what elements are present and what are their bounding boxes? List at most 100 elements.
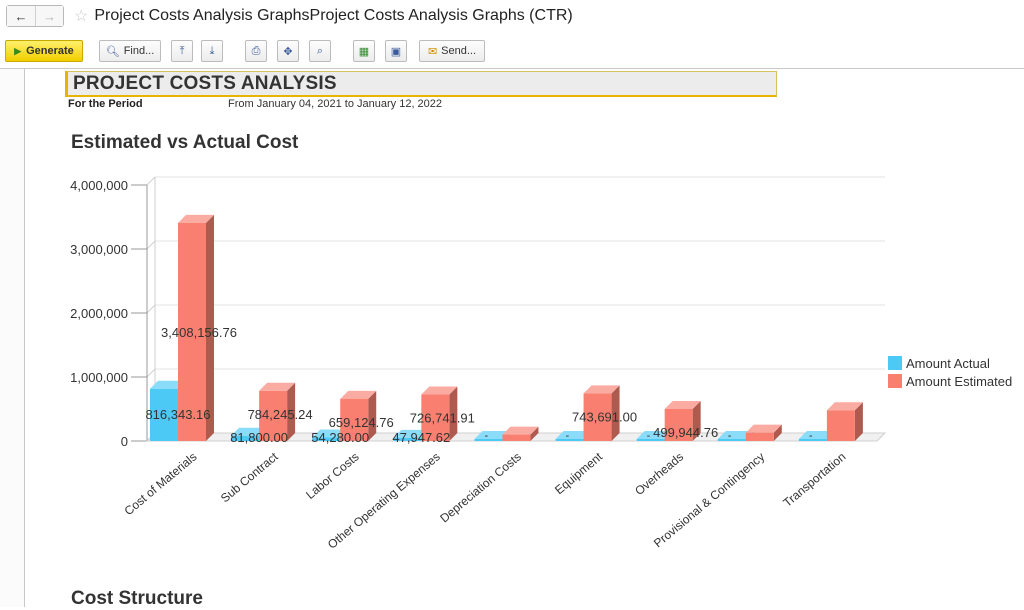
data-label-actual: 816,343.16	[145, 407, 210, 422]
bar-estimated	[421, 394, 450, 441]
gridline-side	[146, 304, 156, 314]
data-label-zero: -	[484, 430, 488, 442]
last-page-icon: ⤓	[209, 44, 215, 57]
back-button[interactable]: ←	[7, 6, 35, 26]
bar-actual	[717, 439, 746, 441]
x-tick-label: Equipment	[552, 449, 605, 497]
floppy-disk-icon: ▣	[390, 45, 402, 58]
first-page-icon: ⤒	[179, 44, 185, 57]
bar-estimated-top	[664, 401, 701, 410]
bar-actual	[555, 439, 584, 441]
y-tick-label: 0	[121, 434, 128, 449]
data-label-zero: -	[728, 430, 732, 442]
printer-icon: ⎙	[251, 44, 261, 57]
bar-estimated-top	[583, 385, 620, 394]
period-value: From January 04, 2021 to January 12, 202…	[228, 98, 443, 110]
bar-actual-top	[636, 431, 673, 439]
bar-actual-top	[393, 429, 430, 438]
save-button[interactable]: ▣	[385, 40, 407, 62]
x-tick-label: Transportation	[780, 450, 848, 510]
x-tick-label: Cost of Materials	[122, 450, 200, 519]
title-bar: ← → ☆ Project Costs Analysis GraphsProje…	[0, 0, 1024, 32]
zoom-button[interactable]: ⌕	[309, 40, 331, 62]
bar-actual	[474, 439, 503, 441]
bar-estimated-side	[206, 214, 214, 441]
bar-estimated-side	[611, 385, 620, 441]
fit-button[interactable]: ✥	[277, 40, 299, 62]
print-button[interactable]: ⎙	[245, 40, 267, 62]
send-button[interactable]: ✉ Send...	[419, 40, 485, 62]
data-label-actual: 47,947.62	[392, 430, 450, 445]
bar-actual-top	[231, 427, 268, 436]
favorite-star-icon[interactable]: ☆	[74, 8, 89, 25]
period-label: For the Period	[68, 98, 143, 110]
legend-label-actual: Amount Actual	[906, 355, 990, 371]
bar-estimated-top	[745, 424, 782, 433]
report-title-box: PROJECT COSTS ANALYSIS	[65, 71, 777, 97]
data-label-estimated: 784,245.24	[248, 407, 313, 422]
y-tick-label: 2,000,000	[70, 306, 128, 321]
bar-actual-top	[555, 431, 592, 439]
bar-estimated-top	[340, 390, 377, 399]
gridline-side	[146, 176, 156, 186]
legend-item-actual: Amount Actual	[888, 354, 1012, 372]
data-label-actual: 54,280.00	[311, 430, 369, 445]
first-page-button[interactable]: ⤒	[171, 40, 193, 62]
bar-estimated-side	[773, 424, 782, 441]
toolbar: ▶ Generate 🔍︎ Find... ⤒ ⤓ ⎙ ✥ ⌕ ▦ ▣ ✉ Se…	[0, 38, 1024, 64]
y-tick-label: 3,000,000	[70, 242, 128, 257]
window-title: Project Costs Analysis GraphsProject Cos…	[94, 7, 573, 24]
bar-actual	[231, 435, 260, 441]
generate-button[interactable]: ▶ Generate	[5, 40, 83, 62]
x-tick-label: Overheads	[632, 450, 686, 498]
bar-estimated	[583, 393, 612, 441]
last-page-button[interactable]: ⤓	[201, 40, 223, 62]
x-tick-label: Labor Costs	[303, 450, 362, 502]
bar-estimated	[502, 434, 531, 441]
bar-estimated	[340, 398, 369, 441]
y-tick-label: 4,000,000	[70, 178, 128, 193]
y-tick-label: 1,000,000	[70, 370, 128, 385]
bar-estimated	[745, 432, 774, 441]
bar-estimated-side	[449, 386, 458, 441]
bar-actual	[312, 437, 341, 441]
data-label-estimated: 743,691.00	[572, 409, 637, 424]
data-label-zero: -	[647, 430, 651, 442]
bar-actual-top	[717, 431, 754, 439]
bar-estimated	[178, 222, 206, 441]
bar-actual	[393, 437, 422, 441]
gridline-side	[146, 368, 156, 378]
bar-estimated-side	[530, 426, 539, 441]
data-label-zero: -	[809, 430, 813, 442]
data-label-estimated: 499,944.76	[653, 425, 718, 440]
nav-buttons: ← →	[6, 5, 64, 27]
find-label: Find...	[123, 45, 155, 57]
section-title-estimated-vs-actual: Estimated vs Actual Cost	[71, 132, 299, 153]
bar-estimated	[826, 410, 855, 441]
data-label-zero: -	[566, 430, 570, 442]
bar-estimated-top	[178, 214, 214, 223]
bar-estimated	[259, 390, 288, 441]
bar-actual	[636, 439, 665, 441]
bar-estimated-side	[692, 401, 701, 441]
report-viewer[interactable]	[25, 68, 1024, 607]
send-label: Send...	[441, 45, 477, 57]
bar-actual-top	[312, 429, 349, 438]
envelope-icon: ✉	[427, 45, 438, 58]
data-label-estimated: 3,408,156.76	[161, 325, 237, 340]
legend-item-estimated: Amount Estimated	[888, 372, 1012, 390]
find-button[interactable]: 🔍︎ Find...	[99, 40, 161, 62]
left-panel	[0, 68, 25, 607]
bar-estimated	[664, 409, 693, 441]
export-excel-button[interactable]: ▦	[353, 40, 375, 62]
generate-label: Generate	[26, 45, 74, 57]
bar-estimated-top	[421, 386, 458, 395]
x-tick-label: Depreciation Costs	[437, 450, 524, 526]
x-tick-label: Sub Contract	[218, 449, 281, 505]
search-icon: 🔍︎	[105, 45, 120, 58]
play-icon: ▶	[14, 45, 22, 56]
forward-button[interactable]: →	[35, 6, 63, 26]
fit-page-icon: ✥	[283, 45, 293, 58]
bar-actual	[798, 439, 827, 441]
